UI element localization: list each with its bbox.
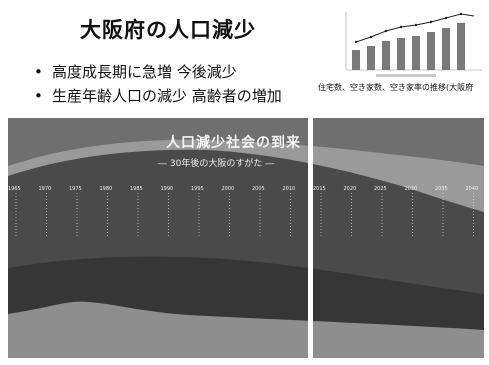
housing-chart-thumbnail [336,6,484,78]
year-label: 1985 [130,186,143,192]
year-label: 2010 [282,186,296,192]
poster-title: 人口減少社会の到来 [166,135,301,151]
year-label: 2035 [435,186,448,192]
population-area-graphic [8,118,484,358]
year-label: 2030 [404,186,418,192]
year-label: 1980 [99,186,113,192]
year-label: 1965 [8,186,21,192]
year-label: 1975 [69,186,82,192]
year-label: 1995 [191,186,204,192]
year-label: 2025 [374,186,387,192]
slide-title: 大阪府の人口減少 [80,18,256,42]
year-label: 1970 [38,186,52,192]
figure-caption: 住宅数、空き家数、空き家率の推移(大阪府 [318,83,474,92]
year-label: 2040 [465,186,479,192]
year-label: 1990 [160,186,174,192]
poster-subtitle: ― 30年後の大阪のすがた ― [158,159,275,169]
year-label: 2020 [343,186,357,192]
population-poster: 人口減少社会の到来 ― 30年後の大阪のすがた ― 1965 1970 1975 19… [8,118,484,358]
bullet-list: 高度成長期に急増 今後減少 生産年齢人口の減少 高齢者の増加 [34,60,282,108]
year-label: 2005 [252,186,265,192]
bullet-item: 高度成長期に急増 今後減少 [34,60,282,84]
year-label: 2015 [313,186,326,192]
year-label: 2000 [221,186,235,192]
bullet-item: 生産年齢人口の減少 高齢者の増加 [34,84,282,108]
